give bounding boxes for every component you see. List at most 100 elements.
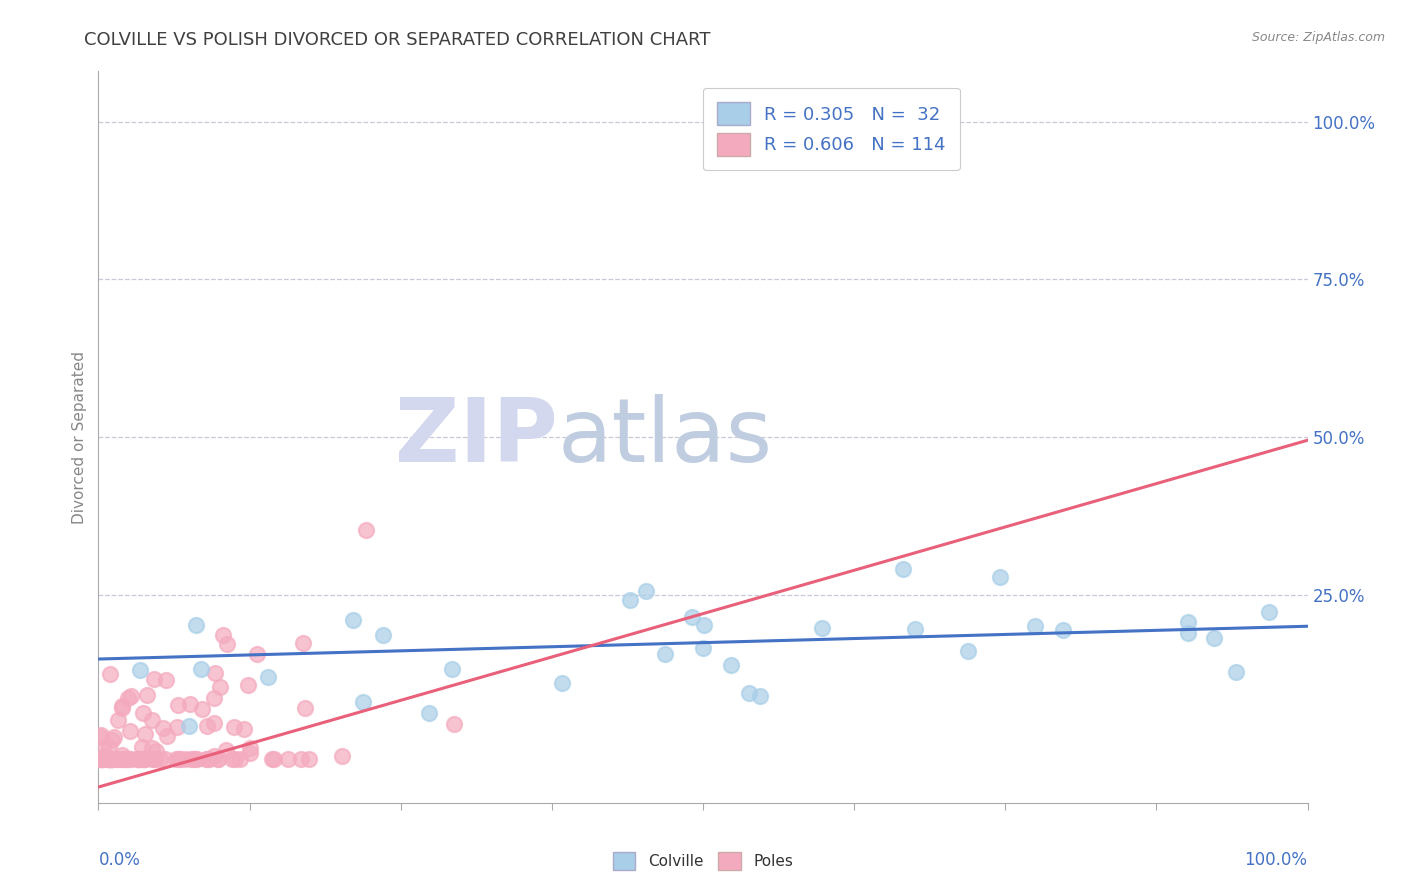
Y-axis label: Divorced or Separated: Divorced or Separated: [72, 351, 87, 524]
Point: [107, 713, 129, 727]
Point: [93, 752, 115, 766]
Point: [98, 752, 121, 766]
Point: [1177, 615, 1199, 629]
Point: [202, 691, 225, 706]
Point: [118, 752, 141, 766]
Point: [98, 752, 121, 766]
Point: [112, 752, 135, 766]
Point: [91, 741, 114, 756]
Point: [239, 740, 262, 755]
Point: [129, 752, 152, 766]
Text: atlas: atlas: [558, 393, 773, 481]
Point: [132, 752, 155, 766]
Point: [1225, 665, 1247, 679]
Point: [115, 752, 138, 766]
Point: [418, 706, 440, 720]
Point: [135, 688, 157, 702]
Point: [111, 701, 134, 715]
Point: [737, 686, 759, 700]
Point: [180, 752, 202, 766]
Point: [956, 644, 979, 658]
Point: [654, 647, 676, 661]
Point: [988, 570, 1011, 584]
Point: [222, 720, 245, 734]
Point: [90, 752, 112, 766]
Point: [97, 752, 120, 766]
Point: [224, 752, 246, 766]
Point: [551, 676, 574, 690]
Point: [904, 622, 927, 636]
Point: [262, 752, 284, 766]
Point: [101, 752, 124, 766]
Point: [111, 752, 134, 766]
Point: [97, 739, 120, 754]
Point: [91, 752, 114, 766]
Point: [352, 695, 374, 709]
Point: [120, 690, 142, 704]
Point: [105, 752, 128, 766]
Point: [89, 730, 111, 744]
Point: [141, 740, 163, 755]
Point: [292, 636, 315, 650]
Point: [207, 752, 229, 766]
Point: [103, 730, 125, 744]
Point: [149, 752, 172, 766]
Point: [217, 637, 239, 651]
Point: [330, 749, 353, 764]
Point: [443, 716, 465, 731]
Point: [202, 715, 225, 730]
Point: [110, 752, 132, 766]
Point: [290, 752, 312, 766]
Point: [221, 752, 243, 766]
Point: [440, 663, 463, 677]
Point: [294, 701, 316, 715]
Point: [891, 562, 914, 576]
Point: [246, 647, 269, 661]
Point: [174, 752, 197, 766]
Point: [132, 706, 155, 720]
Point: [128, 752, 150, 766]
Point: [166, 719, 188, 733]
Point: [1202, 631, 1225, 645]
Point: [190, 662, 212, 676]
Point: [101, 752, 124, 766]
Point: [204, 665, 226, 680]
Point: [197, 752, 219, 766]
Point: [117, 691, 139, 706]
Point: [101, 752, 124, 766]
Point: [111, 748, 134, 763]
Point: [184, 617, 207, 632]
Point: [195, 719, 218, 733]
Point: [184, 752, 207, 766]
Point: [120, 724, 142, 739]
Point: [98, 667, 121, 681]
Point: [169, 752, 191, 766]
Point: [100, 752, 122, 766]
Point: [111, 699, 134, 714]
Point: [169, 752, 191, 766]
Text: 100.0%: 100.0%: [1244, 851, 1308, 869]
Point: [134, 752, 156, 766]
Point: [191, 702, 214, 716]
Point: [194, 752, 217, 766]
Point: [101, 733, 124, 747]
Point: [127, 752, 149, 766]
Point: [181, 752, 204, 766]
Point: [141, 714, 163, 728]
Point: [236, 678, 259, 692]
Point: [90, 728, 112, 742]
Point: [90, 752, 112, 766]
Point: [132, 752, 155, 766]
Point: [156, 729, 179, 743]
Point: [165, 752, 187, 766]
Text: ZIP: ZIP: [395, 393, 558, 481]
Point: [89, 752, 111, 766]
Point: [207, 752, 229, 766]
Point: [134, 727, 156, 741]
Point: [692, 641, 714, 656]
Point: [298, 752, 321, 766]
Point: [166, 698, 188, 713]
Point: [228, 752, 250, 766]
Point: [155, 673, 177, 687]
Point: [202, 748, 225, 763]
